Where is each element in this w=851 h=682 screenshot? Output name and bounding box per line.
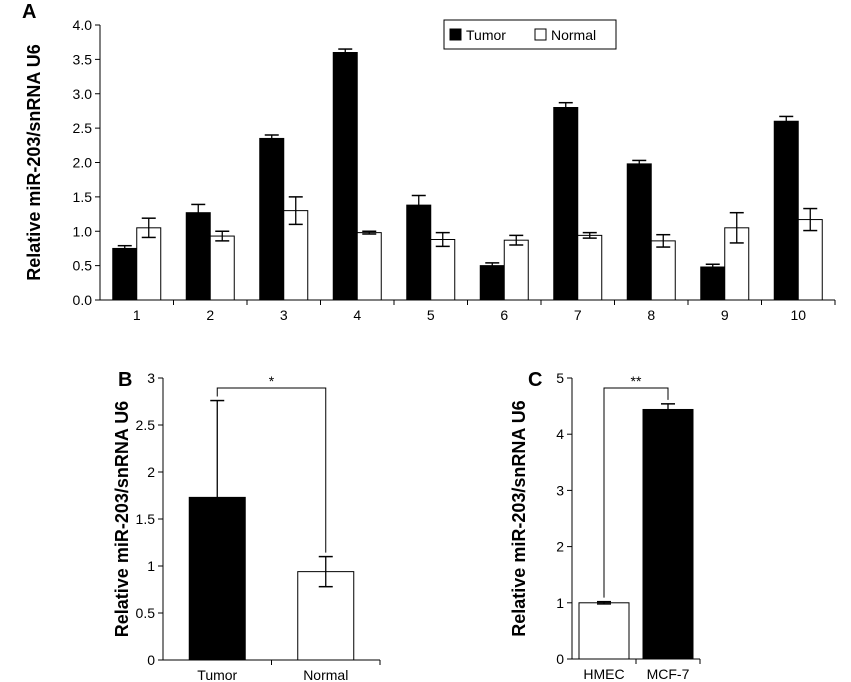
y-axis-label: Relative miR-203/snRNA U6	[24, 44, 44, 280]
bar-normal-5	[430, 239, 456, 301]
bar-normal-10	[797, 219, 823, 301]
y-tick-label: 4	[556, 426, 564, 442]
y-tick-label: 2	[556, 539, 564, 555]
significance-marker: **	[631, 373, 642, 389]
bar-normal-2	[209, 235, 235, 301]
y-tick-label: 0.5	[73, 258, 93, 274]
x-tick-label: HMEC	[583, 666, 624, 682]
x-tick-label: 5	[427, 307, 435, 323]
x-tick-label: 4	[353, 307, 361, 323]
bar-normal-1	[136, 227, 162, 301]
x-tick-label: Normal	[303, 667, 348, 682]
bar-tumor-3	[259, 137, 285, 301]
y-axis-label: Relative miR-203/snRNA U6	[509, 400, 529, 636]
bar-tumor-1	[112, 247, 138, 301]
x-tick-label: 8	[647, 307, 655, 323]
y-tick-label: 1.5	[136, 511, 156, 527]
bar-tumor-8	[626, 163, 652, 301]
y-tick-label: 2	[147, 464, 155, 480]
x-tick-label: 6	[500, 307, 508, 323]
y-tick-label: 3	[147, 370, 155, 386]
y-tick-label: 0.0	[73, 292, 93, 308]
legend-box	[443, 19, 617, 50]
significance-bracket	[603, 387, 669, 598]
bar-normal-8	[650, 240, 676, 301]
y-tick-label: 0	[147, 652, 155, 668]
bar-tumor-4	[332, 52, 358, 301]
y-tick-label: 3.5	[73, 51, 93, 67]
legend-swatch-normal	[534, 28, 547, 41]
y-tick-label: 2.5	[73, 120, 93, 136]
bar-hmec	[578, 602, 630, 660]
bar-mcf-7	[642, 408, 694, 660]
bar-tumor-5	[406, 204, 432, 301]
x-tick-label: 7	[574, 307, 582, 323]
bar-normal-3	[283, 210, 309, 301]
y-axis-label: Relative miR-203/snRNA U6	[112, 401, 132, 637]
y-tick-label: 1.5	[73, 189, 93, 205]
y-tick-label: 4.0	[73, 17, 93, 33]
y-tick-label: 1	[147, 558, 155, 574]
bar-tumor-2	[185, 212, 211, 301]
y-tick-label: 2.5	[136, 417, 156, 433]
x-tick-label: 2	[206, 307, 214, 323]
y-tick-label: 0.5	[136, 605, 156, 621]
y-tick-label: 3	[556, 482, 564, 498]
bar-normal-9	[724, 227, 750, 301]
significance-marker: *	[269, 373, 275, 389]
legend-label-normal: Normal	[551, 27, 596, 43]
panel-label-B: B	[118, 369, 132, 391]
panel-label-A: A	[22, 1, 36, 23]
y-tick-label: 1.0	[73, 223, 93, 239]
y-tick-label: 1	[556, 595, 564, 611]
bar-normal-4	[356, 232, 382, 301]
y-tick-label: 5	[556, 370, 564, 386]
bar-normal-6	[503, 239, 529, 301]
bar-tumor-6	[479, 265, 505, 301]
significance-bracket	[216, 387, 327, 553]
y-tick-label: 0	[556, 651, 564, 667]
bar-tumor-10	[773, 120, 799, 301]
x-tick-label: 9	[721, 307, 729, 323]
x-tick-label: 1	[133, 307, 141, 323]
x-tick-label: Tumor	[197, 667, 237, 682]
y-tick-label: 3.0	[73, 86, 93, 102]
x-tick-label: 10	[790, 307, 806, 323]
bar-tumor	[188, 496, 246, 661]
legend-label-tumor: Tumor	[466, 27, 506, 43]
y-tick-label: 2.0	[73, 155, 93, 171]
legend-swatch-tumor	[449, 28, 462, 41]
bar-tumor-9	[700, 266, 726, 301]
panel-label-C: C	[528, 369, 542, 391]
x-tick-label: MCF-7	[647, 666, 690, 682]
bar-tumor-7	[553, 107, 579, 301]
bar-normal-7	[577, 234, 603, 301]
x-tick-label: 3	[280, 307, 288, 323]
